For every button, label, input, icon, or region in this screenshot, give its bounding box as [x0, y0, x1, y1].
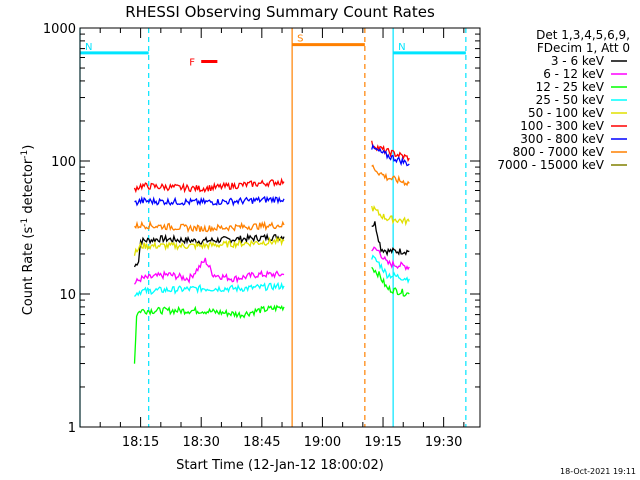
series-line-7-segment-1 — [371, 164, 410, 187]
legend-label-6: 300 - 800 keV — [520, 132, 604, 146]
y-axis-label-sup1: -1 — [20, 218, 30, 227]
plot-frame — [79, 27, 481, 428]
flag-label-s-3: S — [297, 34, 303, 45]
y-tick-label-2: 100 — [51, 155, 76, 170]
series-line-3-segment-1 — [371, 254, 410, 284]
series-line-0-segment-0 — [133, 232, 285, 268]
x-tick-label-1: 18:30 — [182, 435, 219, 450]
y-tick-label-3: 1000 — [43, 22, 76, 37]
legend-label-8: 7000 - 15000 keV — [497, 158, 604, 172]
legend: Det 1,3,4,5,6,9, FDecim 1, Att 0 3 - 6 k… — [497, 28, 630, 172]
x-axis-label: Start Time (12-Jan-12 18:00:02) — [176, 458, 384, 473]
y-tick-label-0: 1 — [68, 421, 76, 436]
flag-label-n-0: N — [85, 42, 92, 53]
series-line-4-segment-0 — [133, 235, 285, 256]
y-axis-label-end: ) — [21, 145, 36, 150]
legend-label-0: 3 - 6 keV — [551, 54, 605, 68]
y-axis-label-main: Count Rate (s — [21, 227, 36, 316]
x-tick-label-3: 19:00 — [304, 435, 341, 450]
x-axis: 18:15 18:30 18:45 19:00 19:15 19:30 — [99, 28, 465, 450]
series-line-3-segment-0 — [134, 281, 285, 297]
y-axis: 1 10 100 1000 — [43, 22, 480, 436]
series-line-0-segment-1 — [371, 221, 410, 257]
series-line-1-segment-1 — [371, 246, 410, 272]
x-tick-label-5: 19:30 — [425, 435, 462, 450]
y-tick-label-1: 10 — [59, 288, 76, 303]
x-tick-label-2: 18:45 — [243, 435, 280, 450]
legend-label-5: 100 - 300 keV — [520, 119, 604, 133]
footer-date: 18-Oct-2021 19:11 — [560, 467, 636, 476]
series-line-7-segment-0 — [134, 220, 285, 234]
legend-label-7: 800 - 7000 keV — [513, 145, 605, 159]
y-axis-label-sup2: -1 — [20, 150, 30, 159]
flag-label-f-2: F — [189, 57, 195, 68]
chart-title: RHESSI Observing Summary Count Rates — [125, 3, 435, 21]
x-tick-label-4: 19:15 — [364, 435, 401, 450]
series-line-4-segment-1 — [371, 205, 410, 227]
legend-label-2: 12 - 25 keV — [536, 80, 605, 94]
series-line-6-segment-0 — [134, 195, 285, 207]
series-line-2-segment-1 — [371, 266, 410, 297]
legend-label-3: 25 - 50 keV — [536, 93, 605, 107]
plot-area: N N F S — [79, 28, 467, 427]
legend-header-line-1: Det 1,3,4,5,6,9, — [536, 28, 630, 42]
series-line-5-segment-1 — [371, 140, 410, 163]
legend-label-1: 6 - 12 keV — [543, 67, 605, 81]
series-line-6-segment-1 — [371, 143, 410, 167]
flag-label-n-1: N — [398, 42, 405, 53]
legend-label-4: 50 - 100 keV — [528, 106, 605, 120]
legend-header-line-2: FDecim 1, Att 0 — [537, 41, 630, 55]
x-tick-label-0: 18:15 — [122, 435, 159, 450]
series-line-5-segment-0 — [133, 177, 285, 194]
series-line-2-segment-0 — [133, 304, 285, 364]
y-axis-label-mid: detector — [21, 158, 36, 218]
series-line-1-segment-0 — [133, 257, 285, 285]
y-axis-label: Count Rate (s-1 detector-1) — [20, 145, 36, 316]
